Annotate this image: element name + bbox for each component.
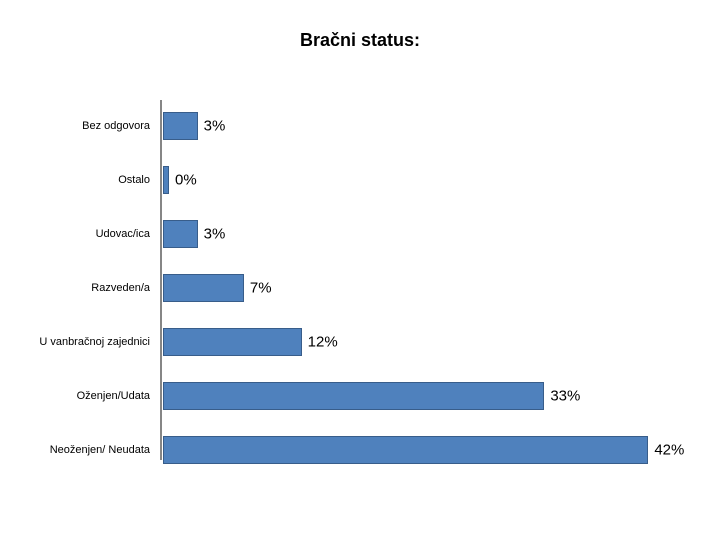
- chart-row: Razveden/a7%: [160, 274, 690, 302]
- category-label: Neoženjen/ Neudata: [50, 444, 160, 456]
- category-label: Razveden/a: [91, 282, 160, 294]
- value-label: 7%: [250, 280, 272, 297]
- category-label: Ostalo: [118, 174, 160, 186]
- value-label: 3%: [204, 118, 226, 135]
- chart-plot-area: Bez odgovora3% Ostalo0% Udovac/ica3% Razved…: [160, 100, 690, 480]
- value-label: 42%: [654, 442, 684, 459]
- chart-row: Neoženjen/ Neudata42%: [160, 436, 690, 464]
- chart-bar: [163, 166, 169, 194]
- chart-title: Bračni status:: [0, 30, 720, 51]
- marital-status-chart: Bračni status: Bez odgovora3%Ostalo0%Udo…: [0, 0, 720, 540]
- value-label: 12%: [308, 334, 338, 351]
- chart-row: Bez odgovora3%: [160, 112, 690, 140]
- chart-bar: [163, 382, 544, 410]
- chart-row: Udovac/ica3%: [160, 220, 690, 248]
- chart-bar: [163, 220, 198, 248]
- category-label: Oženjen/Udata: [77, 390, 160, 402]
- chart-bar: [163, 112, 198, 140]
- chart-row: Oženjen/Udata33%: [160, 382, 690, 410]
- value-label: 3%: [204, 226, 226, 243]
- chart-bar: [163, 274, 244, 302]
- category-label: Udovac/ica: [96, 228, 160, 240]
- chart-bar: [163, 328, 302, 356]
- category-label: Bez odgovora: [82, 120, 160, 132]
- chart-row: Ostalo0%: [160, 166, 690, 194]
- value-label: 33%: [550, 388, 580, 405]
- value-label: 0%: [175, 172, 197, 189]
- category-label: U vanbračnoj zajednici: [39, 336, 160, 348]
- chart-row: U vanbračnoj zajednici12%: [160, 328, 690, 356]
- chart-bar: [163, 436, 648, 464]
